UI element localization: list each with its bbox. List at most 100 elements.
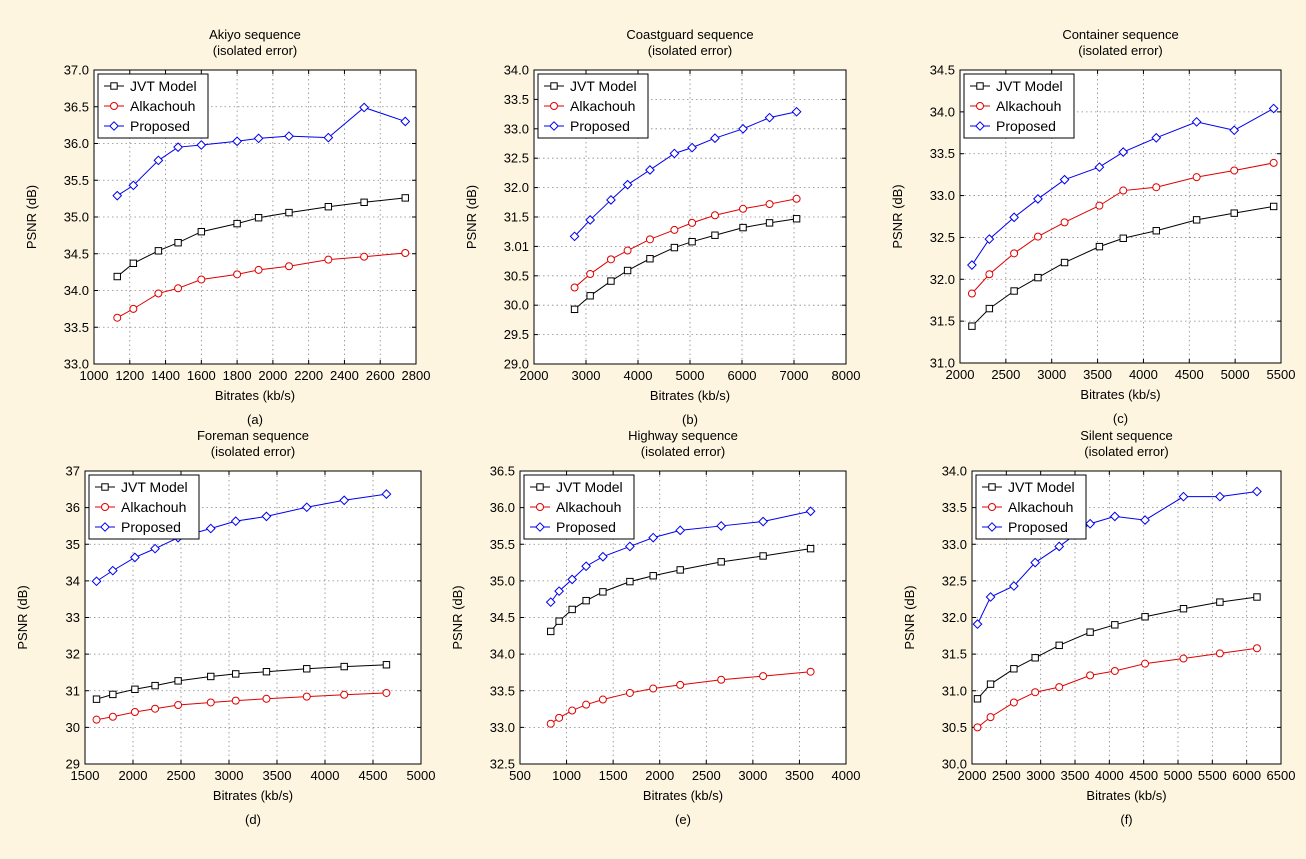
data-point — [568, 605, 576, 614]
data-point — [1192, 216, 1201, 224]
y-tick-label: 33.0 — [942, 537, 967, 552]
data-point — [207, 672, 215, 681]
data-point — [676, 566, 684, 574]
x-tick-label: 4000 — [311, 768, 340, 783]
data-point — [1085, 518, 1096, 529]
data-point — [1230, 209, 1238, 217]
data-point — [710, 211, 719, 220]
series-alkachouh — [973, 644, 1261, 732]
data-point — [340, 662, 348, 671]
data-point — [1269, 158, 1278, 167]
legend-label: Proposed — [1008, 519, 1068, 535]
data-point — [284, 262, 293, 271]
data-point — [1178, 491, 1189, 502]
y-axis-label: PSNR (dB) — [450, 585, 465, 649]
y-tick-label: 36.0 — [490, 500, 515, 515]
data-point — [232, 670, 240, 678]
data-point — [1118, 147, 1129, 157]
y-tick-label: 36.0 — [64, 136, 89, 151]
x-tick-label: 4500 — [1175, 367, 1204, 382]
panel-caption: (b) — [682, 412, 698, 427]
data-point — [792, 194, 801, 203]
data-point — [1033, 232, 1042, 241]
x-axis-label: Bitrates (kb/s) — [650, 388, 730, 403]
data-point — [205, 523, 216, 534]
data-point — [1060, 258, 1069, 267]
x-tick-label: 1200 — [115, 368, 144, 383]
legend-label: JVT Model — [121, 479, 188, 495]
x-tick-label: 1000 — [552, 768, 581, 783]
data-point — [739, 223, 747, 232]
y-tick-label: 34.0 — [942, 464, 967, 479]
legend: JVT Model Alkachouh Proposed — [97, 73, 209, 139]
x-tick-label: 5000 — [1221, 367, 1250, 382]
y-tick-label: 32.5 — [930, 230, 955, 245]
data-point — [759, 672, 768, 681]
data-point — [1119, 234, 1127, 242]
data-point — [1119, 186, 1128, 195]
x-tick-label: 2000 — [946, 367, 975, 382]
data-point — [670, 243, 679, 252]
data-point — [806, 544, 815, 553]
chart-panel-0: 1000 1200 1400 1600 1800 2000 2200 2400 2600 2800… — [24, 27, 430, 427]
chart-title: Silent sequence — [1080, 428, 1173, 443]
data-point — [1152, 227, 1160, 235]
y-axis-label: PSNR (dB) — [902, 585, 917, 649]
data-point — [131, 685, 139, 693]
data-point — [1031, 654, 1039, 662]
legend-label: Proposed — [556, 519, 616, 535]
data-point — [649, 684, 658, 693]
data-point — [231, 696, 240, 705]
data-point — [130, 552, 140, 563]
legend-label: Alkachouh — [130, 98, 195, 114]
data-point — [1192, 173, 1201, 182]
data-point — [645, 165, 655, 175]
y-tick-label: 32.5 — [942, 573, 967, 588]
series-proposed — [569, 106, 802, 242]
data-point — [400, 116, 411, 127]
x-tick-label: 1400 — [151, 368, 180, 383]
data-point — [1055, 683, 1064, 692]
data-point — [1008, 581, 1019, 591]
data-point — [646, 255, 654, 263]
data-point — [765, 200, 774, 209]
panel-caption: (d) — [245, 812, 261, 827]
chart-title: Foreman sequence — [197, 428, 309, 443]
data-point — [676, 680, 685, 689]
data-point — [1010, 287, 1018, 295]
data-point — [91, 576, 102, 587]
chart-panel-1: 2000 3000 4000 5000 6000 7000 8000 29.0 29.5 30.0… — [464, 27, 860, 427]
legend-label: Alkachouh — [556, 499, 621, 515]
data-point — [92, 695, 101, 703]
data-point — [710, 133, 720, 144]
data-point — [254, 214, 263, 222]
data-point — [1009, 212, 1020, 223]
data-point — [1086, 628, 1094, 636]
data-point — [1055, 641, 1063, 650]
chart-subtitle: (isolated error) — [1084, 444, 1169, 459]
data-point — [1215, 649, 1224, 658]
chart-subtitle: (isolated error) — [1078, 43, 1163, 58]
data-point — [758, 516, 769, 527]
legend-label: JVT Model — [130, 78, 197, 94]
data-point — [197, 228, 206, 236]
y-tick-label: 35.0 — [64, 210, 89, 225]
y-tick-label: 31.5 — [504, 210, 529, 225]
x-tick-label: 2000 — [258, 368, 287, 383]
series-proposed — [112, 102, 411, 201]
x-tick-label: 1500 — [599, 768, 628, 783]
data-point — [92, 715, 101, 724]
panel-caption: (a) — [247, 412, 263, 427]
legend-label: Proposed — [570, 118, 630, 134]
data-point — [792, 215, 801, 223]
chart-title: Akiyo sequence — [209, 27, 301, 42]
y-tick-label: 29.0 — [504, 357, 529, 372]
y-tick-label: 32.5 — [504, 151, 529, 166]
data-point — [1179, 605, 1188, 613]
legend-marker — [109, 121, 119, 131]
data-point — [1060, 218, 1069, 227]
data-point — [606, 255, 615, 264]
chart-panel-4: 500 1000 1500 2000 2500 3000 3500 4000 32.5 33.0 3… — [450, 428, 860, 827]
x-tick-label: 1500 — [71, 768, 100, 783]
x-tick-label: 3500 — [263, 768, 292, 783]
